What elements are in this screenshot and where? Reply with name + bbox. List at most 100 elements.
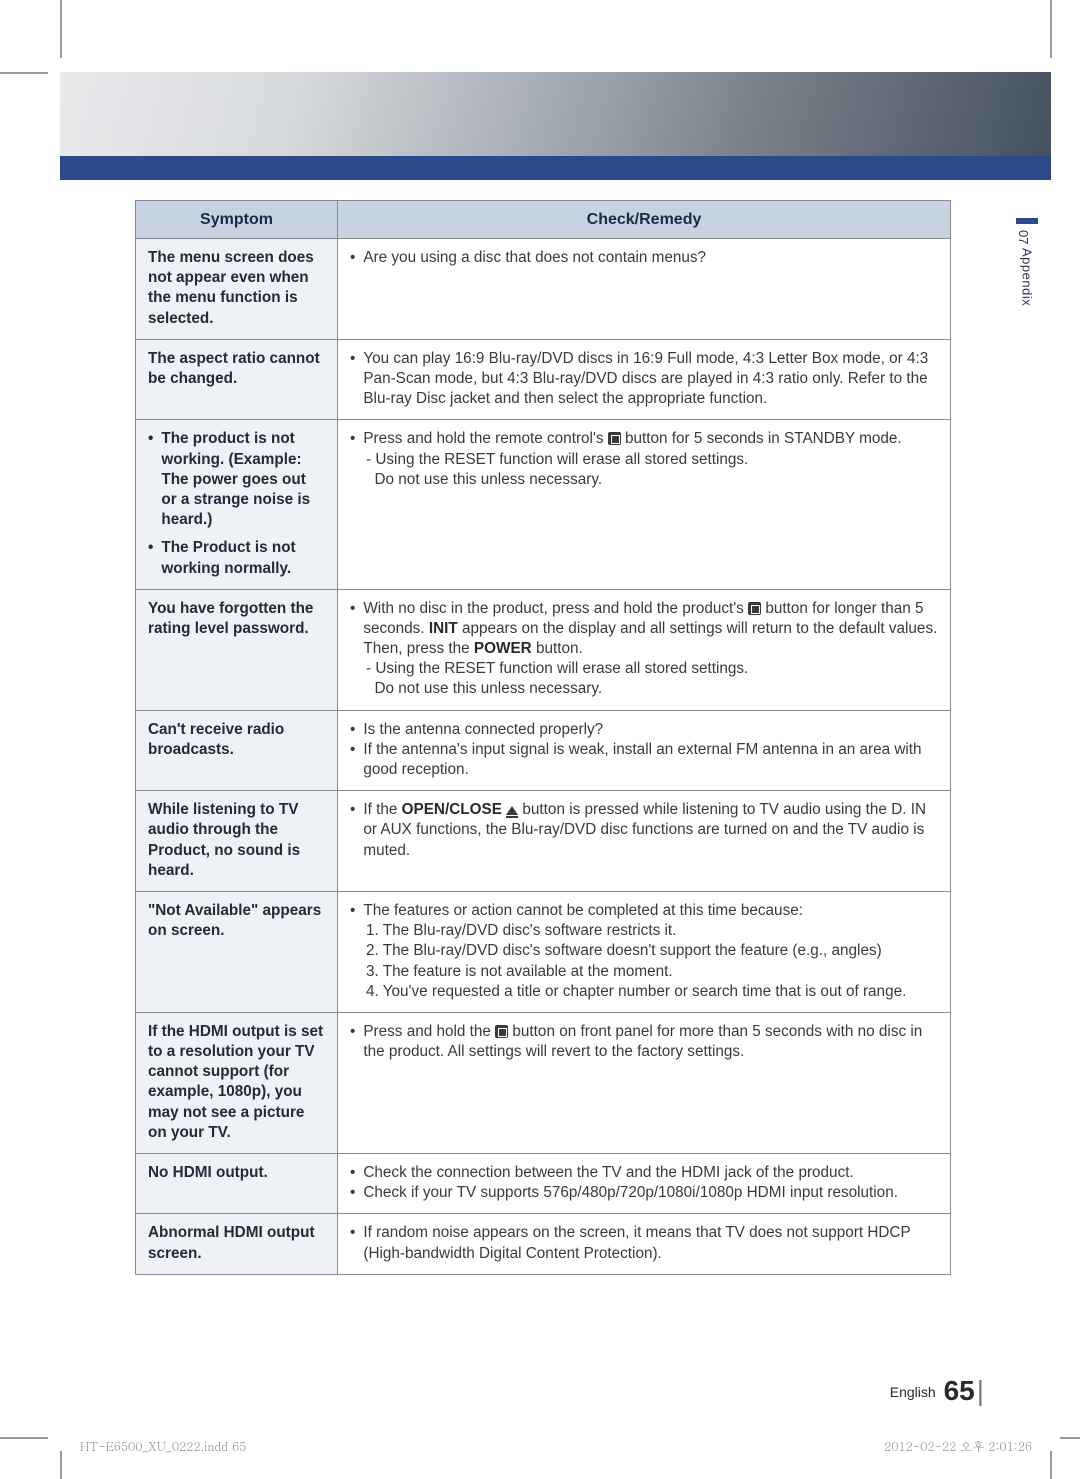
- eject-icon: [506, 806, 518, 815]
- page-lang: English: [890, 1384, 936, 1400]
- section-tab: 07 Appendix: [1016, 218, 1038, 307]
- remedy-item: Press and hold the button on front panel…: [350, 1022, 938, 1062]
- crop-mark: [1050, 0, 1052, 58]
- symptom-cell: Abnormal HDMI output screen.: [136, 1214, 338, 1274]
- symptom-item: The product is not working. (Example: Th…: [148, 429, 325, 530]
- remedy-subline: - Using the RESET function will erase al…: [350, 659, 938, 679]
- crop-mark: [0, 1437, 48, 1439]
- remedy-text: Are you using a disc that does not conta…: [363, 248, 706, 268]
- crop-mark: [1060, 1437, 1080, 1439]
- crop-mark: [1050, 1451, 1052, 1479]
- remedy-text: With no disc in the product, press and h…: [363, 599, 938, 660]
- stop-icon: [495, 1025, 508, 1038]
- page-header-band: [60, 72, 1051, 180]
- remedy-numbered: 2. The Blu-ray/DVD disc's software doesn…: [350, 941, 938, 961]
- remedy-cell: The features or action cannot be complet…: [338, 891, 951, 1012]
- crop-mark: [60, 0, 62, 58]
- table-row: Can't receive radio broadcasts. Is the a…: [136, 710, 951, 791]
- remedy-numbered: 1. The Blu-ray/DVD disc's software restr…: [350, 921, 938, 941]
- remedy-subline: Do not use this unless necessary.: [350, 470, 938, 490]
- section-label: Appendix: [1020, 248, 1035, 306]
- table-row: No HDMI output. Check the connection bet…: [136, 1154, 951, 1214]
- remedy-text: If random noise appears on the screen, i…: [363, 1223, 938, 1263]
- table-header-row: Symptom Check/Remedy: [136, 201, 951, 239]
- remedy-item: The features or action cannot be complet…: [350, 901, 938, 921]
- symptom-cell: If the HDMI output is set to a resolutio…: [136, 1012, 338, 1153]
- remedy-cell: Press and hold the remote control's butt…: [338, 420, 951, 589]
- remedy-cell: You can play 16:9 Blu-ray/DVD discs in 1…: [338, 339, 951, 420]
- remedy-cell: With no disc in the product, press and h…: [338, 589, 951, 710]
- crop-mark: [60, 1451, 62, 1479]
- remedy-text: Check the connection between the TV and …: [363, 1163, 853, 1183]
- table-row: Abnormal HDMI output screen. If random n…: [136, 1214, 951, 1274]
- page-number-value: 65: [944, 1375, 975, 1406]
- remedy-item: If the antenna's input signal is weak, i…: [350, 740, 938, 780]
- remedy-item: Are you using a disc that does not conta…: [350, 248, 938, 268]
- remedy-cell: Check the connection between the TV and …: [338, 1154, 951, 1214]
- remedy-item: If the OPEN/CLOSE button is pressed whil…: [350, 800, 938, 861]
- symptom-item: The Product is not working normally.: [148, 538, 325, 578]
- symptom-text: The product is not working. (Example: Th…: [161, 429, 325, 530]
- section-tab-bar: [1016, 218, 1038, 224]
- remedy-text: Press and hold the button on front panel…: [363, 1022, 938, 1062]
- table-row: "Not Available" appears on screen. The f…: [136, 891, 951, 1012]
- stop-icon: [748, 602, 761, 615]
- page-number: English 65|: [890, 1375, 984, 1407]
- table-row: While listening to TV audio through the …: [136, 791, 951, 892]
- troubleshooting-table: Symptom Check/Remedy The menu screen doe…: [135, 200, 951, 1275]
- remedy-subline: - Using the RESET function will erase al…: [350, 450, 938, 470]
- section-number: 07: [1016, 230, 1031, 244]
- symptom-text: The Product is not working normally.: [161, 538, 325, 578]
- remedy-numbered: 4. You've requested a title or chapter n…: [350, 982, 938, 1002]
- symptom-cell: You have forgotten the rating level pass…: [136, 589, 338, 710]
- remedy-text: You can play 16:9 Blu-ray/DVD discs in 1…: [363, 349, 938, 410]
- symptom-cell: Can't receive radio broadcasts.: [136, 710, 338, 791]
- indd-timestamp: 2012-02-22 오후 2:01:26: [884, 1438, 1032, 1455]
- remedy-item: With no disc in the product, press and h…: [350, 599, 938, 660]
- col-remedy-header: Check/Remedy: [338, 201, 951, 239]
- remedy-text: If the OPEN/CLOSE button is pressed whil…: [363, 800, 938, 861]
- crop-mark: [0, 72, 48, 74]
- remedy-fragment: If the: [363, 801, 401, 818]
- remedy-keyword: OPEN/CLOSE: [402, 801, 507, 818]
- remedy-cell: If random noise appears on the screen, i…: [338, 1214, 951, 1274]
- symptom-cell: The aspect ratio cannot be changed.: [136, 339, 338, 420]
- remedy-fragment: Press and hold the: [363, 1023, 495, 1040]
- remedy-item: Is the antenna connected properly?: [350, 720, 938, 740]
- stop-icon: [608, 432, 621, 445]
- remedy-text: Is the antenna connected properly?: [363, 720, 603, 740]
- remedy-text: The features or action cannot be complet…: [363, 901, 803, 921]
- remedy-keyword: POWER: [474, 640, 532, 657]
- remedy-fragment: Press and hold the remote control's: [363, 430, 607, 447]
- symptom-cell: "Not Available" appears on screen.: [136, 891, 338, 1012]
- remedy-cell: Press and hold the button on front panel…: [338, 1012, 951, 1153]
- remedy-keyword: INIT: [429, 620, 458, 637]
- table-row: If the HDMI output is set to a resolutio…: [136, 1012, 951, 1153]
- remedy-item: If random noise appears on the screen, i…: [350, 1223, 938, 1263]
- remedy-text: Press and hold the remote control's butt…: [363, 429, 901, 449]
- remedy-item: Check the connection between the TV and …: [350, 1163, 938, 1183]
- content-area: Symptom Check/Remedy The menu screen doe…: [135, 200, 951, 1275]
- remedy-item: Check if your TV supports 576p/480p/720p…: [350, 1183, 938, 1203]
- remedy-text: Check if your TV supports 576p/480p/720p…: [363, 1183, 898, 1203]
- table-row: You have forgotten the rating level pass…: [136, 589, 951, 710]
- symptom-cell: The menu screen does not appear even whe…: [136, 239, 338, 340]
- remedy-subline: Do not use this unless necessary.: [350, 679, 938, 699]
- remedy-fragment: button for 5 seconds in STANDBY mode.: [621, 430, 902, 447]
- table-row: The menu screen does not appear even whe…: [136, 239, 951, 340]
- symptom-cell: No HDMI output.: [136, 1154, 338, 1214]
- remedy-item: Press and hold the remote control's butt…: [350, 429, 938, 449]
- indd-filename: HT-E6500_XU_0222.indd 65: [80, 1438, 246, 1455]
- remedy-item: You can play 16:9 Blu-ray/DVD discs in 1…: [350, 349, 938, 410]
- remedy-fragment: button.: [532, 640, 583, 657]
- remedy-cell: If the OPEN/CLOSE button is pressed whil…: [338, 791, 951, 892]
- table-row: The product is not working. (Example: Th…: [136, 420, 951, 589]
- symptom-cell: While listening to TV audio through the …: [136, 791, 338, 892]
- table-row: The aspect ratio cannot be changed. You …: [136, 339, 951, 420]
- remedy-numbered: 3. The feature is not available at the m…: [350, 962, 938, 982]
- page-number-pipe: |: [977, 1375, 984, 1406]
- remedy-cell: Is the antenna connected properly? If th…: [338, 710, 951, 791]
- remedy-cell: Are you using a disc that does not conta…: [338, 239, 951, 340]
- remedy-fragment: With no disc in the product, press and h…: [363, 600, 748, 617]
- symptom-cell: The product is not working. (Example: Th…: [136, 420, 338, 589]
